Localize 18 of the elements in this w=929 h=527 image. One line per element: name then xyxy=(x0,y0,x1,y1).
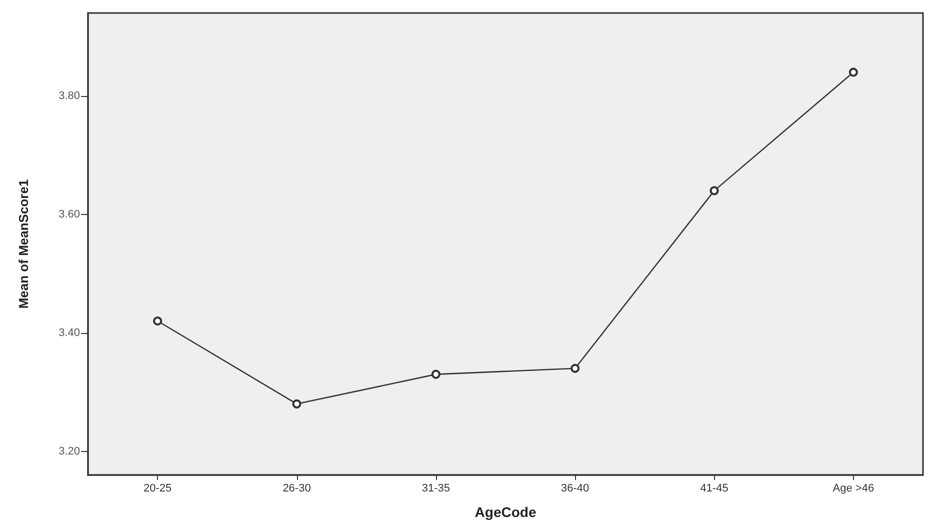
point xyxy=(710,186,719,196)
point xyxy=(848,68,858,77)
y-axis-title: Mean of MeanScore1 xyxy=(16,179,31,309)
y-tick-label: 3.40 xyxy=(58,326,80,339)
y-tick-label: 3.20 xyxy=(58,445,80,458)
x-tick-label: 31-35 xyxy=(422,482,450,494)
x-axis-title: AgeCode xyxy=(474,504,536,520)
point xyxy=(153,316,162,326)
point xyxy=(292,399,302,408)
x-tick-label: 41-45 xyxy=(700,482,728,494)
x-tick-label: 26-30 xyxy=(282,482,311,494)
y-tick-label: 3.80 xyxy=(58,90,80,102)
point xyxy=(431,370,440,379)
y-tick-label: 3.60 xyxy=(58,208,80,220)
x-tick-label: Age >46 xyxy=(832,482,874,494)
x-tick-label: 20-25 xyxy=(144,482,172,494)
x-tick-label: 36-40 xyxy=(561,482,590,494)
point xyxy=(570,364,580,373)
